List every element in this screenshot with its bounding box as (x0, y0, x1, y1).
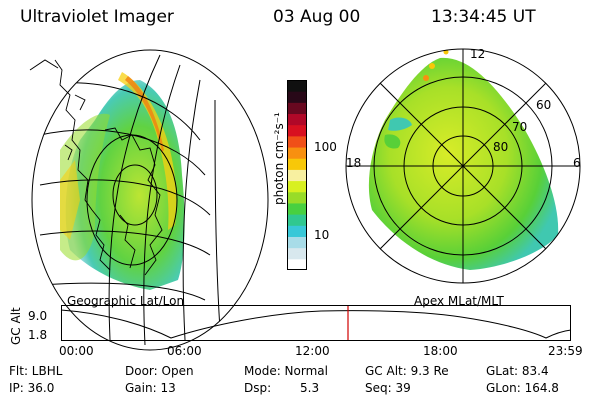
colorbar-tick-100: 100 (314, 140, 337, 154)
colorbar-band (287, 236, 307, 249)
status-dsp-label: Dsp: (244, 381, 272, 395)
altitude-ytick-max: 9.0 (28, 309, 48, 323)
status-gc-alt: GC Alt: 9.3 Re (365, 364, 449, 378)
colorbar-band (287, 258, 307, 271)
time-tick-0000: 00:00 (59, 344, 94, 358)
time-tick-0600: 06:00 (167, 344, 202, 358)
colorbar-band (287, 147, 307, 159)
colorbar-band (287, 225, 307, 237)
colorbar-band (287, 135, 307, 148)
colorbar-band (287, 91, 307, 103)
time-tick-1200: 12:00 (295, 344, 330, 358)
colorbar (287, 80, 307, 271)
status-dsp-value: 5.3 (300, 381, 320, 395)
time-tick-2359: 23:59 (548, 344, 583, 358)
status-glon: GLon: 164.8 (486, 381, 559, 395)
mlt-label-6: 6 (573, 156, 581, 170)
mlt-label-18: 18 (346, 156, 362, 170)
mlat-label-80: 80 (493, 140, 509, 154)
altitude-plot (60, 305, 572, 341)
colorbar-band (287, 247, 307, 260)
colorbar-band (287, 169, 307, 182)
time-label: 13:34:45 UT (431, 7, 536, 27)
colorbar-tick-10: 10 (314, 228, 330, 242)
colorbar-band (287, 214, 307, 226)
colorbar-band (287, 102, 307, 115)
status-gain: Gain: 13 (125, 381, 176, 395)
left-panel-label: Geographic Lat/Lon (67, 294, 185, 308)
altitude-ytick-min: 1.8 (28, 328, 48, 342)
colorbar-band (287, 158, 307, 170)
time-tick-1800: 18:00 (423, 344, 458, 358)
instrument-title: Ultraviolet Imager (20, 7, 174, 27)
right-panel-label: Apex MLat/MLT (414, 294, 504, 308)
colorbar-band (287, 180, 307, 193)
colorbar-band (287, 124, 307, 137)
status-glat: GLat: 83.4 (486, 364, 549, 378)
altitude-ylabel: GC Alt (9, 307, 23, 345)
colorbar-band (287, 113, 307, 126)
status-mode: Mode: Normal (244, 364, 328, 378)
status-ip: IP: 36.0 (9, 381, 55, 395)
date-label: 03 Aug 00 (273, 7, 361, 27)
mlt-label-12: 12 (470, 47, 486, 61)
status-door: Door: Open (125, 364, 194, 378)
mlat-label-60: 60 (536, 98, 552, 112)
colorbar-band (287, 80, 307, 92)
status-seq: Seq: 39 (365, 381, 411, 395)
colorbar-band (287, 191, 307, 204)
colorbar-band (287, 202, 307, 215)
mlat-label-70: 70 (512, 120, 528, 134)
status-filter: Flt: LBHL (9, 364, 63, 378)
